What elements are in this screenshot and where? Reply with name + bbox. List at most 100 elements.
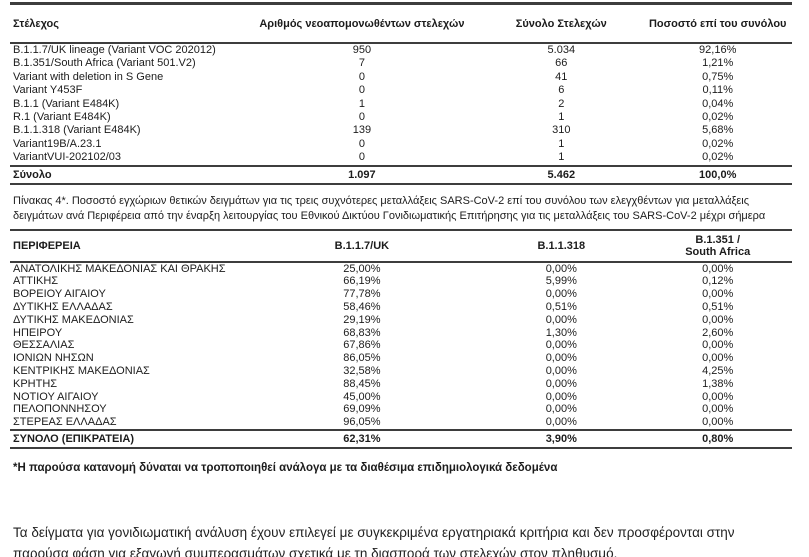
header-row: ΠΕΡΙΦΕΡΕΙΑ B.1.1.7/UK B.1.1.318 B.1.351 … [10,229,792,263]
region-name-cell: ΚΕΝΤΡΙΚΗΣ ΜΑΚΕΔΟΝΙΑΣ [13,365,150,378]
region-name-cell: ΒΟΡΕΙΟΥ ΑΙΓΑΙΟΥ [13,288,106,301]
percentage-cell: 0,75% [702,70,734,83]
strain-name-cell: B.1.1.7/UK lineage (Variant VOC 202012) [13,44,216,56]
strain-table-row: Variant Y453F 0 6 0,11% [10,84,792,97]
total-strains-cell: 1 [558,111,565,124]
b1351-value-cell: 0,00% [702,403,734,416]
total-label-cell: Σύνολο [10,164,245,185]
strain-table-row: B.1.1.318 (Variant E484K) 139 310 5,68% [10,124,792,137]
region-table-body: ΑΝΑΤΟΛΙΚΗΣ ΜΑΚΕΔΟΝΙΑΣ ΚΑΙ ΘΡΑΚΗΣ 25,00% … [10,262,792,430]
strain-table-header: Στέλεχος Αριθμός νεοαπομονωθέντων στελεχ… [10,3,792,44]
b117-value-cell: 32,58% [343,365,381,378]
region-table: ΠΕΡΙΦΕΡΕΙΑ B.1.1.7/UK B.1.1.318 B.1.351 … [10,228,792,450]
total-strains-cell: 66 [555,57,568,70]
sampling-disclaimer: Τα δείγματα για γονιδιωματική ανάλυση έχ… [13,525,735,557]
header-row: Στέλεχος Αριθμός νεοαπομονωθέντων στελεχ… [10,3,792,44]
total-percentage-cell: 100,0% [643,164,792,185]
region-table-row: ΠΕΛΟΠΟΝΝΗΣΟΥ 69,09% 0,00% 0,00% [10,403,792,416]
b1351-value-cell: 2,60% [702,326,734,339]
region-name-cell: ΙΟΝΙΩΝ ΝΗΣΩΝ [13,352,94,365]
b117-value-cell: 68,83% [343,326,381,339]
new-isolates-cell: 0 [358,137,365,150]
b1351-value-cell: 0,00% [702,416,734,429]
distribution-footnote: *Η παρούσα κατανομή δύναται να τροποποιη… [13,462,558,475]
b11318-value-cell: 0,00% [545,288,577,301]
region-name-cell: ΑΤΤΙΚΗΣ [13,275,59,288]
strain-table-row: Variant19B/A.23.1 0 1 0,02% [10,138,792,151]
b11318-value-cell: 0,51% [545,301,577,314]
strain-name-cell: Variant Y453F [13,84,83,97]
percentage-cell: 1,21% [702,57,734,70]
region-name-cell: ΑΝΑΤΟΛΙΚΗΣ ΜΑΚΕΔΟΝΙΑΣ ΚΑΙ ΘΡΑΚΗΣ [13,262,226,275]
b117-value-cell: 67,86% [343,339,381,352]
b117-value-cell: 66,19% [343,275,381,288]
strain-name-cell: Variant19B/A.23.1 [13,137,102,150]
b11318-value-cell: 0,00% [545,262,577,275]
b11318-value-cell: 0,00% [545,352,577,365]
percentage-cell: 0,02% [702,111,734,124]
b11318-value-cell: 0,00% [545,390,577,403]
region-table-row: ΑΤΤΙΚΗΣ 66,19% 5,99% 0,12% [10,275,792,288]
b1351-value-cell: 0,00% [702,390,734,403]
region-name-cell: ΝΟΤΙΟΥ ΑΙΓΑΙΟΥ [13,390,99,403]
b1351-value-cell: 0,51% [702,301,734,314]
region-table-header: ΠΕΡΙΦΕΡΕΙΑ B.1.1.7/UK B.1.1.318 B.1.351 … [10,229,792,263]
b1351-value-cell: 0,00% [702,262,734,275]
region-name-cell: ΔΥΤΙΚΗΣ ΜΑΚΕΔΟΝΙΑΣ [13,313,134,326]
percentage-cell: 0,04% [702,97,734,110]
region-name-cell: ΗΠΕΙΡΟΥ [13,326,63,339]
region-table-row: ΑΝΑΤΟΛΙΚΗΣ ΜΑΚΕΔΟΝΙΑΣ ΚΑΙ ΘΡΑΚΗΣ 25,00% … [10,262,792,276]
region-table-row: ΔΥΤΙΚΗΣ ΜΑΚΕΔΟΝΙΑΣ 29,19% 0,00% 0,00% [10,314,792,327]
total-strains-cell: 2 [558,97,565,110]
region-table-footer: ΣΥΝΟΛΟ (ΕΠΙΚΡΑΤΕΙΑ) 62,31% 3,90% 0,80% [10,429,792,450]
region-total-label-cell: ΣΥΝΟΛΟ (ΕΠΙΚΡΑΤΕΙΑ) [10,429,245,450]
strain-table-row: R.1 (Variant E484K) 0 1 0,02% [10,111,792,124]
b11318-value-cell: 0,00% [545,313,577,326]
region-name-cell: ΘΕΣΣΑΛΙΑΣ [13,339,75,352]
col-header-strain: Στέλεχος [10,3,245,44]
b11318-value-cell: 0,00% [545,339,577,352]
b117-value-cell: 77,78% [343,288,381,301]
region-table-row: ΝΟΤΙΟΥ ΑΙΓΑΙΟΥ 45,00% 0,00% 0,00% [10,391,792,404]
b117-value-cell: 96,05% [343,416,381,429]
strain-name-cell: R.1 (Variant E484K) [13,111,111,124]
strain-name-cell: B.1.1.318 (Variant E484K) [13,124,141,137]
region-name-cell: ΔΥΤΙΚΗΣ ΕΛΛΑΔΑΣ [13,301,113,314]
region-table-row: ΚΡΗΤΗΣ 88,45% 0,00% 1,38% [10,378,792,391]
region-name-cell: ΚΡΗΤΗΣ [13,377,58,390]
col-header-percentage: Ποσοστό επί του συνόλου [643,3,792,44]
percentage-cell: 0,02% [702,137,734,150]
strain-table: Στέλεχος Αριθμός νεοαπομονωθέντων στελεχ… [10,2,792,185]
region-total-b11318-cell: 3,90% [479,429,644,450]
region-table-row: ΚΕΝΤΡΙΚΗΣ ΜΑΚΕΔΟΝΙΑΣ 32,58% 0,00% 4,25% [10,365,792,378]
b11318-value-cell: 5,99% [545,275,577,288]
strain-name-cell: Variant with deletion in S Gene [13,70,164,83]
total-new-isolates-cell: 1.097 [244,164,480,185]
strain-name-cell: VariantVUI-202102/03 [13,151,122,164]
region-name-cell: ΠΕΛΟΠΟΝΝΗΣΟΥ [13,403,107,416]
region-table-row: ΘΕΣΣΑΛΙΑΣ 67,86% 0,00% 0,00% [10,339,792,352]
b117-value-cell: 45,00% [343,390,381,403]
region-name-cell: ΣΤΕΡΕΑΣ ΕΛΛΑΔΑΣ [13,416,117,429]
region-table-row: ΣΤΕΡΕΑΣ ΕΛΛΑΔΑΣ 96,05% 0,00% 0,00% [10,416,792,430]
total-strains-sum-cell: 5.462 [479,164,644,185]
strain-table-row: B.1.351/South Africa (Variant 501.V2) 7 … [10,57,792,70]
total-strains-cell: 310 [552,124,571,137]
b11318-value-cell: 0,00% [545,416,577,429]
col-header-total-strains: Σύνολο Στελεχών [479,3,644,44]
col-header-b11318: B.1.1.318 [479,229,644,263]
b11318-value-cell: 0,00% [545,365,577,378]
b11318-value-cell: 0,00% [545,403,577,416]
b11318-value-cell: 0,00% [545,377,577,390]
b1351-value-cell: 0,00% [702,288,734,301]
percentage-cell: 0,02% [702,151,734,164]
strain-table-row: B.1.1 (Variant E484K) 1 2 0,04% [10,98,792,111]
strain-table-row: Variant with deletion in S Gene 0 41 0,7… [10,71,792,84]
new-isolates-cell: 0 [358,84,365,97]
new-isolates-cell: 7 [358,57,365,70]
col-header-b1351: B.1.351 / South Africa [643,229,792,263]
new-isolates-cell: 0 [358,70,365,83]
region-table-row: ΒΟΡΕΙΟΥ ΑΙΓΑΙΟΥ 77,78% 0,00% 0,00% [10,288,792,301]
new-isolates-cell: 139 [352,124,372,137]
